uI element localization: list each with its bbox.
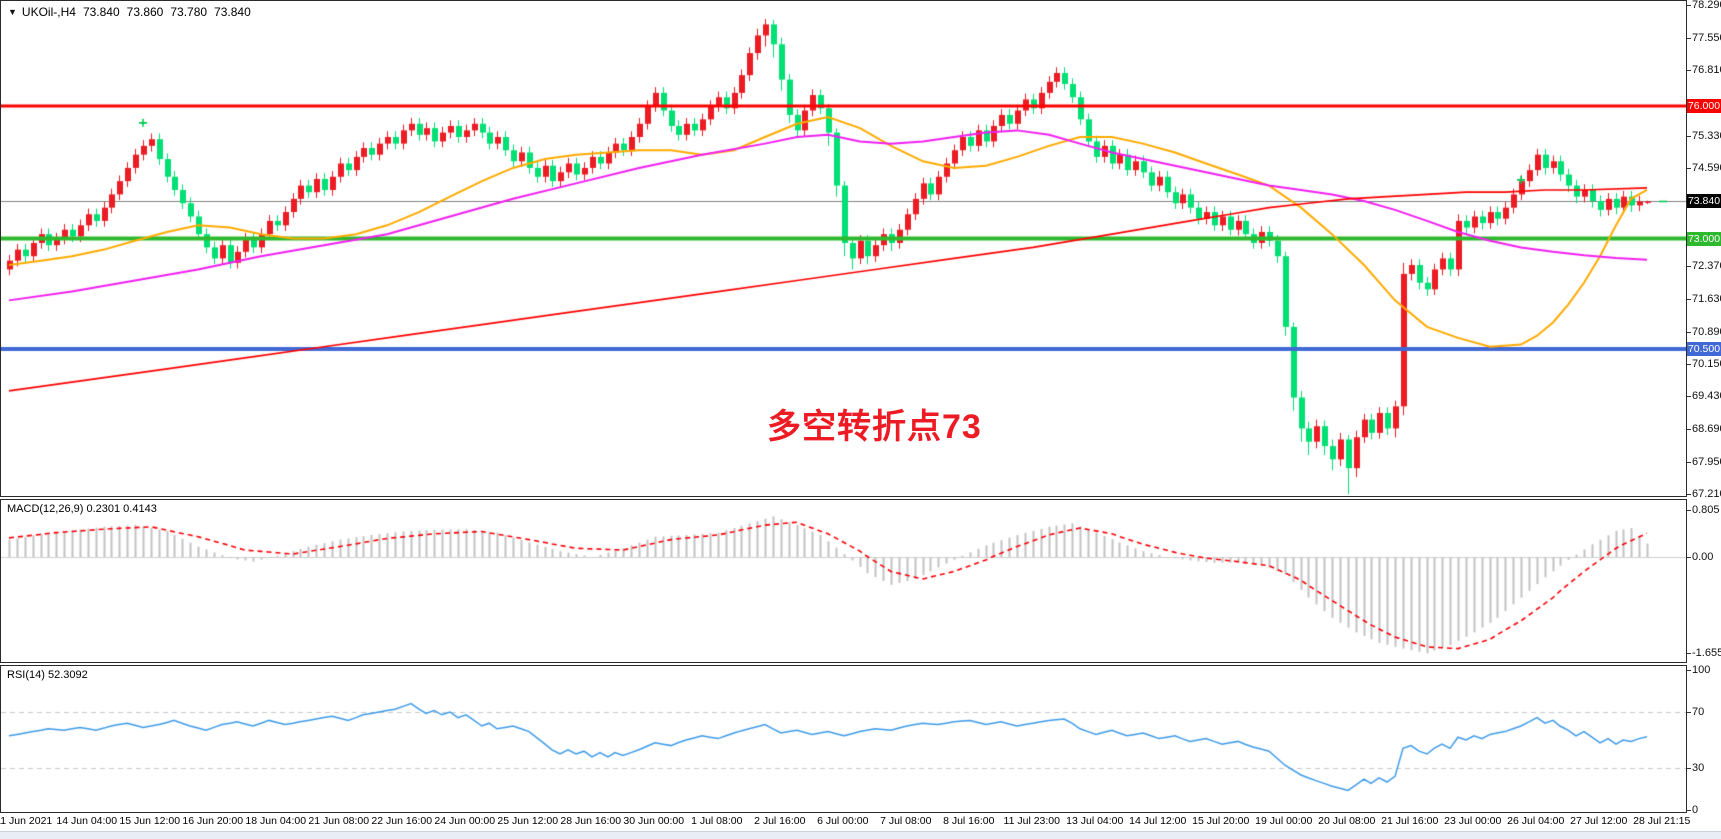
rsi-label: RSI(14) 52.3092	[7, 669, 88, 681]
time-axis-label: 24 Jun 00:00	[434, 815, 496, 827]
time-axis-label: 1 Jul 08:00	[691, 815, 743, 827]
time-axis-label: 21 Jul 16:00	[1381, 815, 1439, 827]
price-line-badge: 73.840	[1687, 194, 1721, 209]
time-axis-label: 15 Jul 20:00	[1192, 815, 1250, 827]
price-axis-label: 68.690	[1687, 423, 1721, 435]
time-axis-label: 26 Jul 04:00	[1507, 815, 1565, 827]
rsi-axis-label: 30	[1686, 762, 1705, 774]
time-axis-label: 7 Jul 08:00	[880, 815, 932, 827]
price-axis-label: 67.950	[1687, 456, 1721, 468]
quote-open: 73.840	[82, 5, 120, 19]
time-axis-label: 30 Jun 00:00	[623, 815, 685, 827]
price-axis-label: 70.150	[1687, 358, 1721, 370]
time-axis-label: 8 Jul 16:00	[943, 815, 995, 827]
time-axis-label: 28 Jul 21:15	[1633, 815, 1691, 827]
time-axis-label: 23 Jul 00:00	[1444, 815, 1502, 827]
rsi-axis-label: 70	[1686, 706, 1705, 718]
time-axis-label: 21 Jun 08:00	[308, 815, 370, 827]
time-axis-label: 11 Jun 2021	[0, 815, 53, 827]
macd-indicator-panel: MACD(12,26,9) 0.2301 0.4143	[0, 499, 1687, 663]
quote-low: 73.780	[170, 5, 208, 19]
time-axis-label: 18 Jun 04:00	[245, 815, 307, 827]
time-axis-label: 25 Jun 12:00	[497, 815, 559, 827]
time-axis-label: 22 Jun 16:00	[371, 815, 433, 827]
price-axis-label: 69.430	[1687, 390, 1721, 402]
symbol-label: UKOil-,H4	[21, 5, 76, 19]
price-line-badge: 73.000	[1687, 231, 1721, 246]
time-axis-label: 11 Jul 23:00	[1003, 815, 1060, 827]
time-axis-label: 14 Jun 04:00	[56, 815, 118, 827]
time-axis-label: 6 Jul 00:00	[817, 815, 869, 827]
time-axis-label: 13 Jul 04:00	[1066, 815, 1124, 827]
price-line-badge: 76.000	[1687, 99, 1721, 114]
price-axis-label: 67.210	[1687, 488, 1721, 500]
rsi-axis-label: 100	[1686, 664, 1711, 676]
quote-high: 73.860	[126, 5, 164, 19]
chart-title: ▼ UKOil-,H4 73.840 73.860 73.780 73.840	[8, 5, 258, 19]
status-strip	[0, 831, 1721, 839]
time-axis-label: 19 Jul 00:00	[1255, 815, 1313, 827]
macd-canvas[interactable]	[1, 500, 1686, 662]
price-line-badge: 70.500	[1687, 341, 1721, 356]
time-axis-label: 16 Jun 20:00	[182, 815, 244, 827]
price-chart-canvas[interactable]	[1, 1, 1686, 496]
rsi-indicator-panel: RSI(14) 52.3092	[0, 665, 1687, 813]
price-axis-label: 78.290	[1687, 0, 1721, 11]
price-axis-label: 75.330	[1687, 130, 1721, 142]
macd-axis-label: 0.805	[1687, 504, 1720, 517]
price-axis-label: 77.550	[1687, 32, 1721, 44]
price-axis-label: 70.890	[1687, 326, 1721, 338]
rsi-canvas[interactable]	[1, 666, 1686, 812]
chart-annotation-text: 多空转折点73	[767, 408, 982, 446]
time-axis: 11 Jun 2021 14 Jun 04:00 15 Jun 12:00 16 Ju…	[0, 813, 1721, 830]
price-chart-panel: ▼ UKOil-,H4 73.840 73.860 73.780 73.840 多空转折点…	[0, 0, 1687, 497]
time-axis-label: 14 Jul 12:00	[1129, 815, 1187, 827]
time-axis-label: 2 Jul 16:00	[754, 815, 806, 827]
time-axis-label: 28 Jun 16:00	[560, 815, 622, 827]
macd-axis-label: -1.6556	[1686, 647, 1721, 659]
price-axis-label: 76.810	[1687, 64, 1721, 76]
time-axis-label: 27 Jul 12:00	[1570, 815, 1628, 827]
price-axis-label: 74.590	[1687, 162, 1721, 174]
macd-axis-label: 0.00	[1686, 551, 1714, 563]
symbol-dropdown-icon[interactable]: ▼	[8, 7, 17, 17]
rsi-axis-label: 0	[1686, 804, 1699, 816]
macd-label: MACD(12,26,9) 0.2301 0.4143	[7, 503, 157, 515]
time-axis-label: 20 Jul 08:00	[1318, 815, 1376, 827]
price-axis-label: 72.370	[1687, 260, 1721, 272]
price-axis-label: 71.630	[1687, 293, 1721, 305]
time-axis-label: 15 Jun 12:00	[119, 815, 181, 827]
quote-close: 73.840	[214, 5, 251, 19]
